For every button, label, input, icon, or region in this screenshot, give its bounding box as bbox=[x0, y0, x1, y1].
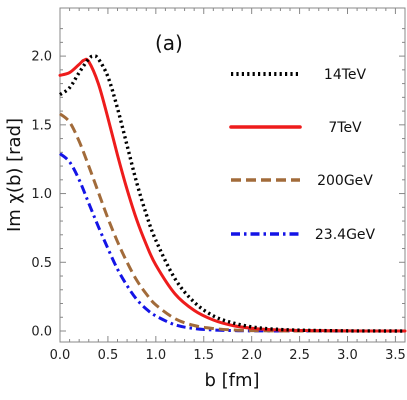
y-tick-label: 1.0 bbox=[31, 187, 52, 202]
series-layer bbox=[58, 54, 407, 333]
legend-label: 7TeV bbox=[328, 120, 362, 136]
series-line-14tev bbox=[59, 54, 406, 333]
y-tick-label: 1.5 bbox=[31, 118, 52, 133]
x-tick-label: 1.0 bbox=[145, 348, 166, 363]
x-tick-label: 2.5 bbox=[289, 348, 310, 363]
legend-label: 23.4GeV bbox=[315, 227, 376, 243]
y-tick-label: 0.0 bbox=[31, 325, 52, 340]
legend-label: 200GeV bbox=[317, 173, 373, 189]
y-tick-label: 2.0 bbox=[31, 50, 52, 65]
y-tick-label: 0.5 bbox=[31, 256, 52, 271]
x-axis-title: b [fm] bbox=[204, 370, 259, 391]
legend-label: 14TeV bbox=[324, 67, 367, 83]
x-tick-label: 1.5 bbox=[193, 348, 214, 363]
y-axis-title: Im χ(b) [rad] bbox=[4, 118, 25, 232]
x-tick-label: 0.5 bbox=[98, 348, 119, 363]
legend: 14TeV 7TeV 200GeV 23.4GeV bbox=[229, 67, 376, 243]
series-line-200gev bbox=[59, 112, 405, 333]
x-tick-label: 2.0 bbox=[241, 348, 262, 363]
series-line-7tev bbox=[58, 57, 407, 333]
x-axis-ticks: 0.0 0.5 1.0 1.5 2.0 2.5 3.0 3.5 bbox=[50, 8, 406, 363]
x-tick-label: 0.0 bbox=[50, 348, 71, 363]
x-tick-label: 3.5 bbox=[385, 348, 406, 363]
panel-label: (a) bbox=[155, 31, 183, 55]
x-tick-label: 3.0 bbox=[337, 348, 358, 363]
y-axis-ticks: 0.0 0.5 1.0 1.5 2.0 bbox=[31, 28, 405, 340]
